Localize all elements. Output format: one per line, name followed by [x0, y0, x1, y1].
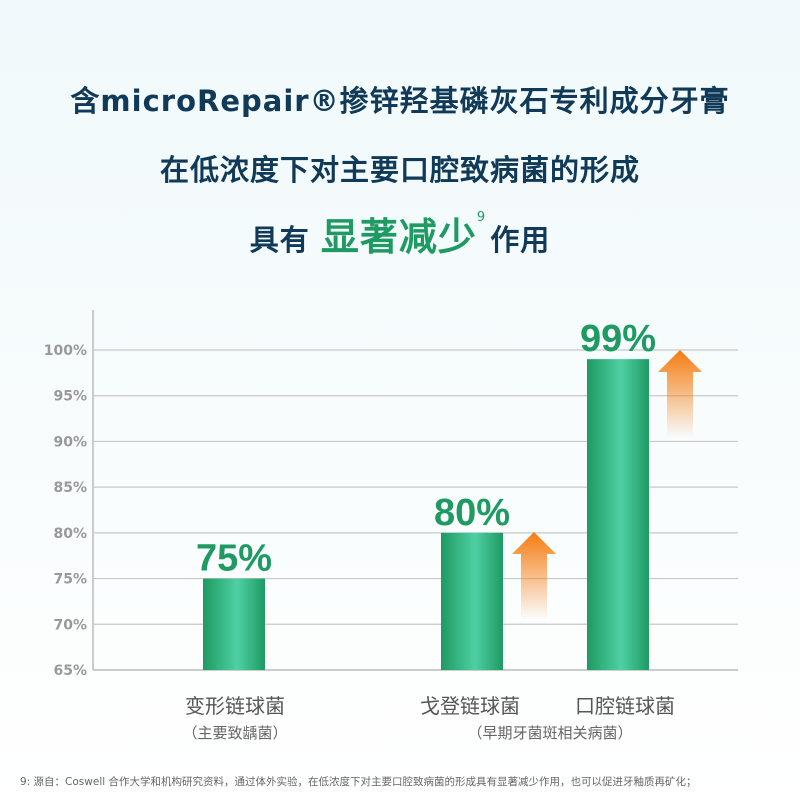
y-tick-label: 80% [53, 526, 87, 542]
up-arrow-icon [658, 350, 702, 438]
bar-value-label: 80% [434, 492, 510, 534]
up-arrow-icon [512, 532, 556, 620]
y-tick-label: 95% [53, 389, 87, 405]
y-tick-label: 75% [53, 572, 87, 588]
bar [587, 359, 649, 670]
y-tick-label: 90% [53, 434, 87, 450]
y-tick-label: 100% [44, 343, 87, 359]
bar-chart: 65% 70% 75% 80% 85% 90% 95% 100% 75% 80% 99% [44, 310, 738, 679]
footnote-marker: 9 [476, 210, 487, 226]
headline-line-3: 具有 显著减少9作用 [0, 206, 800, 261]
x-label-gordonii: 戈登链球菌 [420, 694, 520, 718]
x-label-oralis: 口腔链球菌 [575, 694, 675, 718]
y-tick-label: 70% [53, 617, 87, 633]
y-tick-label: 65% [53, 663, 87, 679]
bar-value-label: 99% [580, 318, 656, 360]
x-label-mutans: 变形链球菌 [185, 694, 285, 718]
bar [203, 578, 265, 670]
x-note-mutans: （主要致龋菌） [182, 724, 288, 742]
bar [441, 532, 503, 670]
headline-line-2: 在低浓度下对主要口腔致病菌的形成 [159, 153, 640, 187]
footnote: 9: 源自：Coswell 合作大学和机构研究资料，通过体外实验，在低浓度下对主… [20, 776, 697, 788]
headline-prefix: 具有 [249, 223, 310, 257]
y-tick-label: 85% [53, 480, 87, 496]
headline-line-1: 含microRepair®掺锌羟基磷灰石专利成分牙膏 [70, 84, 730, 118]
headline-highlight: 显著减少 [320, 215, 477, 259]
headline-suffix: 作用 [490, 223, 551, 257]
x-note-gordonii-oralis: （早期牙菌斑相关病菌） [467, 724, 633, 742]
bar-value-label: 75% [196, 538, 272, 580]
